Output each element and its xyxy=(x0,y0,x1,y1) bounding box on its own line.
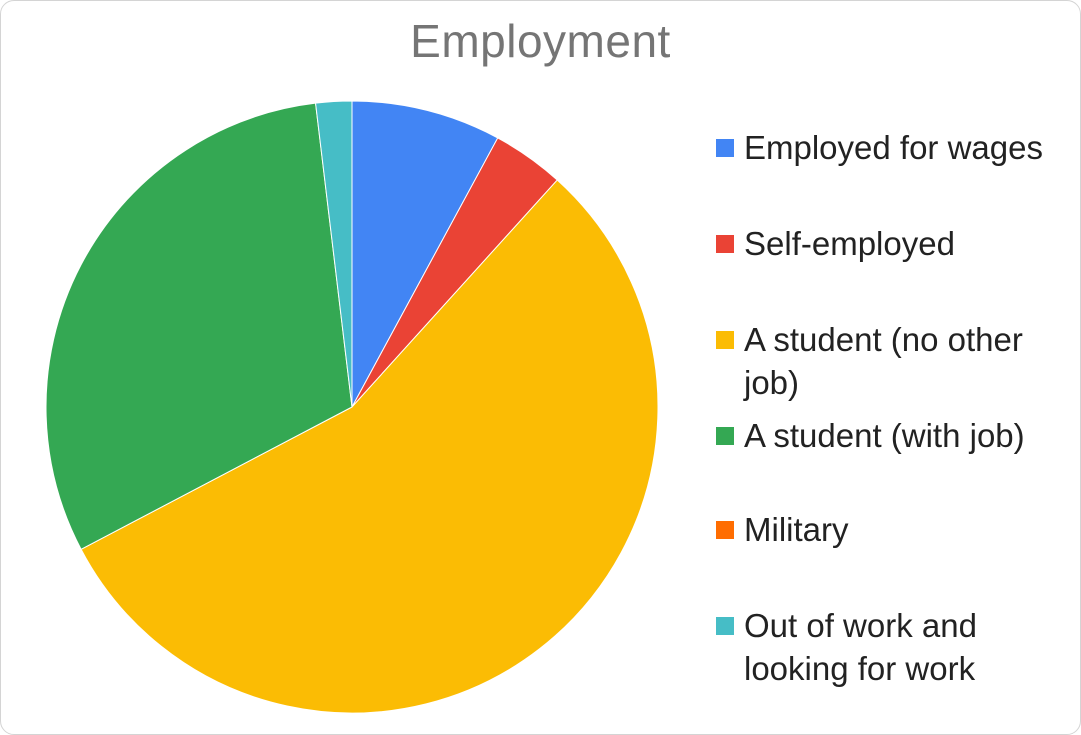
pie-slice-a-student-with-job xyxy=(45,102,353,551)
legend-label-employed-for-wages: Employed for wages xyxy=(744,129,1043,166)
pie-slice-employed-for-wages xyxy=(351,100,499,408)
legend-swatch-self-employed xyxy=(716,235,734,253)
legend-swatch-student-no-job xyxy=(716,331,734,349)
legend-label-self-employed: Self-employed xyxy=(744,225,955,262)
legend-swatch-out-of-work xyxy=(716,617,734,635)
legend-label-military: Military xyxy=(744,511,849,548)
pie-slice-out-of-work-and-looking-for-work xyxy=(315,100,353,408)
legend-swatch-military xyxy=(716,521,734,539)
chart-title: Employment xyxy=(410,15,671,67)
pie-slice-a-student-no-other-job xyxy=(80,179,659,714)
legend-swatch-employed-for-wages xyxy=(716,139,734,157)
legend-label-student-no-job: A student (no other job) xyxy=(744,321,1023,401)
legend-label-student-with-job: A student (with job) xyxy=(744,417,1025,454)
legend-label-out-of-work: Out of work and looking for work xyxy=(744,607,977,687)
legend-swatch-student-with-job xyxy=(716,427,734,445)
